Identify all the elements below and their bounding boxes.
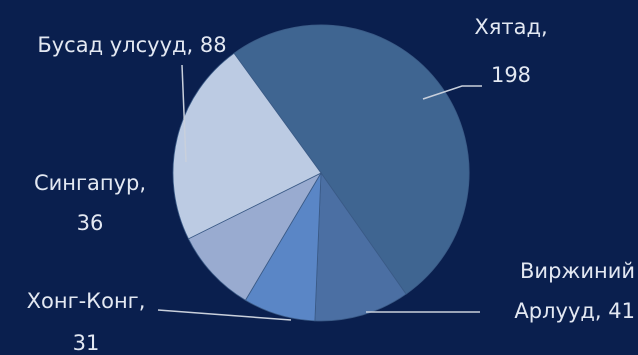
label-hong-kong-line1: Хонг-Конг, (27, 289, 146, 313)
label-virgin-islands-line2: Арлууд, 41 (514, 299, 635, 323)
label-singapore-line1: Сингапур, (34, 171, 146, 195)
pie-slice-0 (233, 24, 470, 295)
label-hong-kong-line2: 31 (73, 331, 100, 355)
label-other-countries: Бусад улсууд, 88 (37, 33, 226, 57)
leader-line-khyatad (422, 85, 482, 100)
pie-slices (172, 24, 470, 322)
pie-slice-3 (187, 172, 323, 301)
leader-lines (157, 64, 482, 321)
pie-slice-1 (314, 171, 407, 322)
label-khyatad-line1: Хятад, (474, 15, 547, 39)
leader-line-hong-kong (157, 309, 292, 321)
pie-slice-4 (172, 52, 322, 240)
leader-line-other-countries (181, 64, 187, 163)
data-labels: Хятад, 198 Виржиний Арлууд, 41 Хонг-Конг… (27, 15, 635, 355)
label-khyatad-line2: 198 (491, 63, 531, 87)
label-virgin-islands-line1: Виржиний (520, 259, 635, 283)
label-singapore-line2: 36 (77, 211, 104, 235)
